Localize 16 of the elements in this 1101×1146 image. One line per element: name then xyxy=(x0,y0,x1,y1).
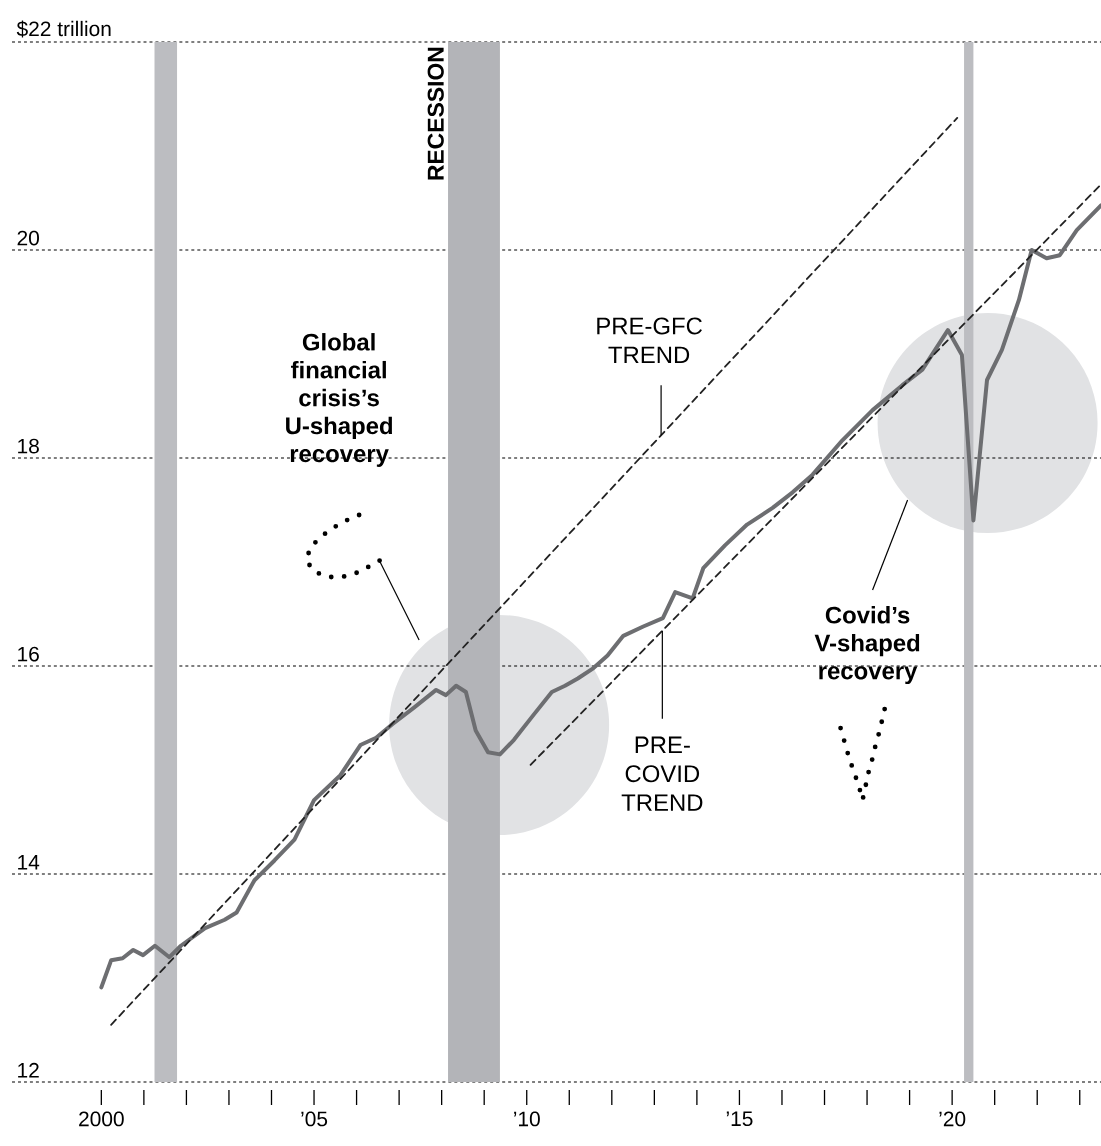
x-tick-label: ’05 xyxy=(301,1111,328,1127)
band-label: RECESSION xyxy=(427,47,444,180)
annotation: Global financial crisis’s U-shaped recovery xyxy=(286,333,392,467)
y-tick-label: 20 xyxy=(17,230,39,246)
series-label: PRE-COVID TREND xyxy=(621,736,703,811)
x-tick-label: 2000 xyxy=(79,1111,124,1127)
annotation: Covid’s V-shaped recovery xyxy=(814,606,920,685)
y-tick-label: 16 xyxy=(18,646,39,662)
y-tick-label: 14 xyxy=(18,855,40,870)
x-tick-label: ’10 xyxy=(514,1111,540,1127)
x-tick-label: ’15 xyxy=(726,1111,753,1127)
y-tick-label: 18 xyxy=(18,438,39,454)
y-tick-label: 12 xyxy=(18,1062,39,1078)
x-tick-label: ’20 xyxy=(939,1111,966,1127)
y-tick-label: $22 trillion xyxy=(16,20,111,38)
series-label: PRE-GFC TREND xyxy=(597,317,702,364)
